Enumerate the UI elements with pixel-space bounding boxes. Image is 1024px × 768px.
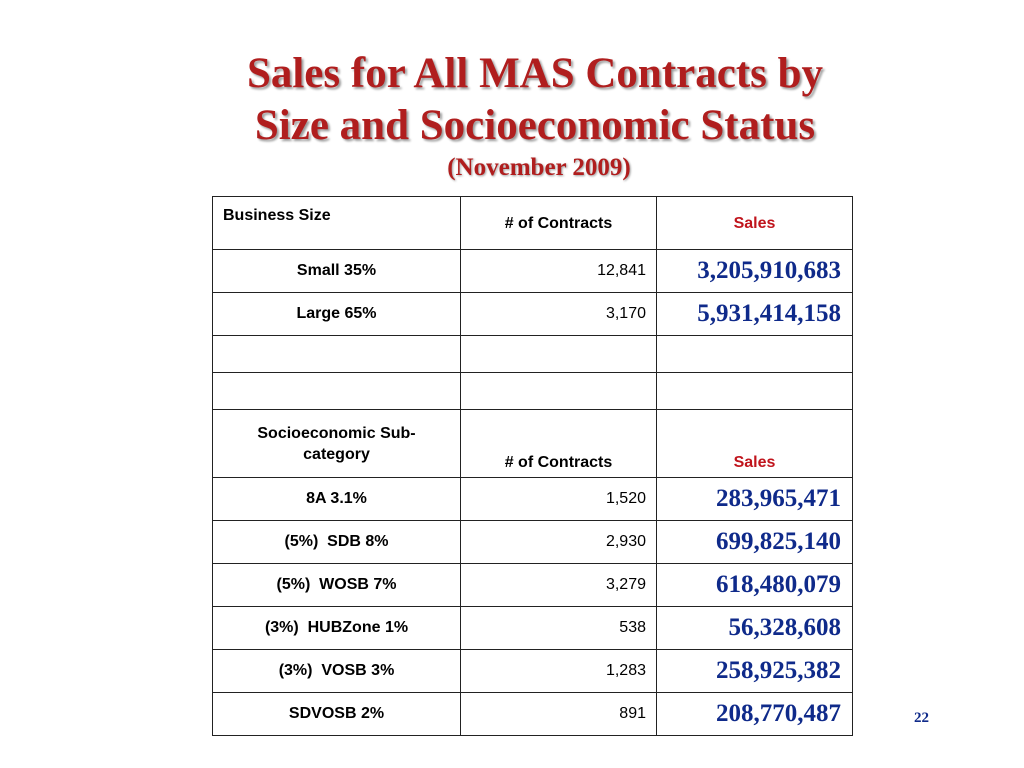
socioeconomic-header: Socioeconomic Sub-category xyxy=(212,409,461,478)
table-row: 8A 3.1% 1,520 283,965,471 xyxy=(212,477,853,521)
slide-subtitle: (November 2009) xyxy=(447,154,631,181)
empty-cell xyxy=(656,335,853,373)
sales-cell: 258,925,382 xyxy=(656,649,853,693)
category-cell: (5%) WOSB 7% xyxy=(212,563,461,607)
table-row: (5%) SDB 8% 2,930 699,825,140 xyxy=(212,520,853,564)
table-row: (3%) HUBZone 1% 538 56,328,608 xyxy=(212,606,853,650)
contracts-cell: 538 xyxy=(460,606,657,650)
sales-header: Sales xyxy=(656,409,853,478)
category-cell: (3%) HUBZone 1% xyxy=(212,606,461,650)
sales-header: Sales xyxy=(656,196,853,250)
contracts-cell: 2,930 xyxy=(460,520,657,564)
sales-cell: 283,965,471 xyxy=(656,477,853,521)
contracts-cell: 1,520 xyxy=(460,477,657,521)
size-header-row: Business Size # of Contracts Sales xyxy=(212,196,853,250)
page-number: 22 xyxy=(914,710,929,726)
empty-cell xyxy=(212,335,461,373)
empty-cell xyxy=(460,335,657,373)
contracts-cell: 891 xyxy=(460,692,657,736)
socioeconomic-header-text: Socioeconomic Sub-category xyxy=(257,424,416,463)
table-row: Large 65% 3,170 5,931,414,158 xyxy=(212,292,853,336)
category-cell: (3%) VOSB 3% xyxy=(212,649,461,693)
sales-cell: 208,770,487 xyxy=(656,692,853,736)
contracts-header: # of Contracts xyxy=(460,409,657,478)
sales-table: Business Size # of Contracts Sales Small… xyxy=(212,196,853,736)
table-row: SDVOSB 2% 891 208,770,487 xyxy=(212,692,853,736)
empty-row xyxy=(212,335,853,373)
slide-title-line2: Size and Socioeconomic Status xyxy=(254,102,816,149)
table-row: Small 35% 12,841 3,205,910,683 xyxy=(212,249,853,293)
contracts-cell: 3,279 xyxy=(460,563,657,607)
business-size-header: Business Size xyxy=(212,196,461,250)
category-cell: SDVOSB 2% xyxy=(212,692,461,736)
business-size-cell: Large 65% xyxy=(212,292,461,336)
sales-cell: 618,480,079 xyxy=(656,563,853,607)
contracts-header: # of Contracts xyxy=(460,196,657,250)
business-size-cell: Small 35% xyxy=(212,249,461,293)
empty-cell xyxy=(460,372,657,410)
table-row: (3%) VOSB 3% 1,283 258,925,382 xyxy=(212,649,853,693)
category-cell: 8A 3.1% xyxy=(212,477,461,521)
slide-title-line1: Sales for All MAS Contracts by xyxy=(246,50,824,97)
contracts-cell: 1,283 xyxy=(460,649,657,693)
table-row: (5%) WOSB 7% 3,279 618,480,079 xyxy=(212,563,853,607)
empty-cell xyxy=(212,372,461,410)
empty-cell xyxy=(656,372,853,410)
contracts-cell: 12,841 xyxy=(460,249,657,293)
contracts-cell: 3,170 xyxy=(460,292,657,336)
sales-cell: 5,931,414,158 xyxy=(656,292,853,336)
sales-cell: 56,328,608 xyxy=(656,606,853,650)
empty-row xyxy=(212,372,853,410)
sales-cell: 699,825,140 xyxy=(656,520,853,564)
socio-header-row: Socioeconomic Sub-category # of Contract… xyxy=(212,409,853,478)
sales-cell: 3,205,910,683 xyxy=(656,249,853,293)
category-cell: (5%) SDB 8% xyxy=(212,520,461,564)
